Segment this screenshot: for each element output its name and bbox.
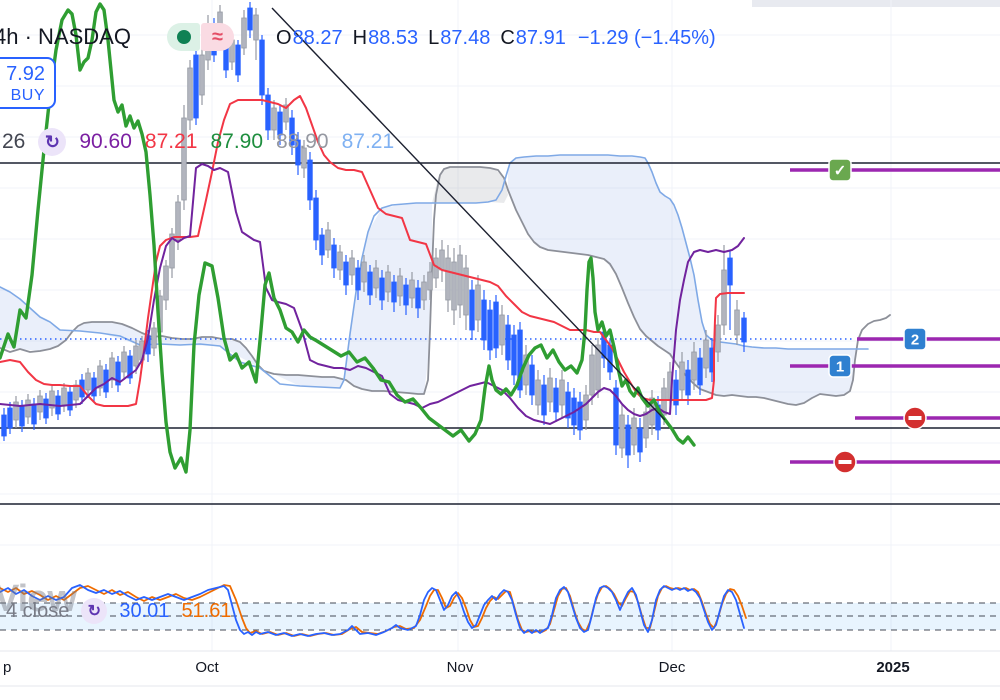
- ichimoku-value-lead1: 88.90: [276, 130, 329, 153]
- open-label: O: [276, 27, 292, 49]
- buy-price: 7.92: [6, 63, 45, 85]
- high-value: 88.53: [368, 27, 419, 49]
- toolbar-edge-strip: [752, 0, 1000, 7]
- digit-badge-icon[interactable]: 1: [828, 354, 852, 378]
- high-label: H: [352, 27, 368, 49]
- market-status-pill[interactable]: [167, 23, 200, 51]
- time-axis-label: p: [3, 659, 11, 676]
- grid: [0, 0, 1000, 651]
- open-value: 88.27: [292, 27, 343, 49]
- stochastic-param: 4 close: [6, 599, 70, 622]
- approx-icon: ≈: [212, 26, 223, 48]
- diagonal-trendline[interactable]: [271, 7, 666, 421]
- ichimoku-param: 26: [2, 130, 26, 153]
- close-value: 87.91: [515, 27, 566, 49]
- time-axis-label: Dec: [659, 659, 686, 676]
- ichimoku-value-base: 87.21: [144, 130, 198, 153]
- trade-level-rays[interactable]: ✓ 2 1: [790, 158, 1000, 474]
- ichimoku-cloud: [0, 155, 856, 405]
- check-badge-icon[interactable]: ✓: [828, 158, 852, 182]
- approx-pill[interactable]: ≈: [201, 23, 234, 51]
- ichimoku-legend: 26 ↻ 90.60 87.21 87.90 88.90 87.21: [2, 128, 394, 156]
- header-toggle-pills: ≈: [167, 23, 234, 51]
- no-entry-badge-icon[interactable]: [833, 450, 857, 474]
- status-dot-icon: [176, 30, 191, 44]
- time-axis-label: Nov: [447, 659, 474, 676]
- indicator-lines: [0, 2, 745, 474]
- symbol-timeframe-label[interactable]: 4h · NASDAQ: [0, 24, 131, 49]
- stochastic-d-value: 51.61: [181, 599, 232, 622]
- svg-text:1: 1: [836, 359, 844, 376]
- time-axis-label: 2025: [876, 659, 909, 676]
- ohlc-readout: O 88.27 H 88.53 L 87.48 C 87.91 −1.29 (−…: [276, 27, 716, 50]
- low-label: L: [428, 27, 440, 49]
- tradingview-watermark: View: [0, 578, 77, 620]
- svg-text:✓: ✓: [834, 163, 847, 180]
- ichimoku-value-conversion: 90.60: [79, 130, 132, 153]
- time-axis[interactable]: p Oct Nov Dec 2025: [0, 650, 1000, 687]
- svg-text:2: 2: [911, 332, 919, 349]
- time-axis-label: Oct: [195, 659, 219, 676]
- ichimoku-value-lead2: 87.21: [341, 130, 395, 153]
- buy-button[interactable]: 7.92 BUY: [0, 57, 56, 109]
- stochastic-k-value: 30.01: [119, 599, 170, 622]
- change-value: −1.29 (−1.45%): [577, 27, 716, 49]
- low-value: 87.48: [440, 27, 491, 49]
- refresh-icon[interactable]: ↻: [38, 128, 67, 156]
- buy-label: BUY: [10, 87, 45, 104]
- digit-badge-icon[interactable]: 2: [903, 327, 927, 351]
- close-label: C: [500, 27, 515, 49]
- no-entry-badge-icon[interactable]: [903, 406, 927, 430]
- ichimoku-value-lagging: 87.90: [210, 130, 264, 153]
- stochastic-legend: 4 close ↻ 30.01 51.61: [6, 598, 232, 624]
- stochastic-pane[interactable]: [0, 584, 1000, 637]
- candlestick-series[interactable]: [1, 2, 747, 468]
- refresh-icon[interactable]: ↻: [81, 598, 108, 624]
